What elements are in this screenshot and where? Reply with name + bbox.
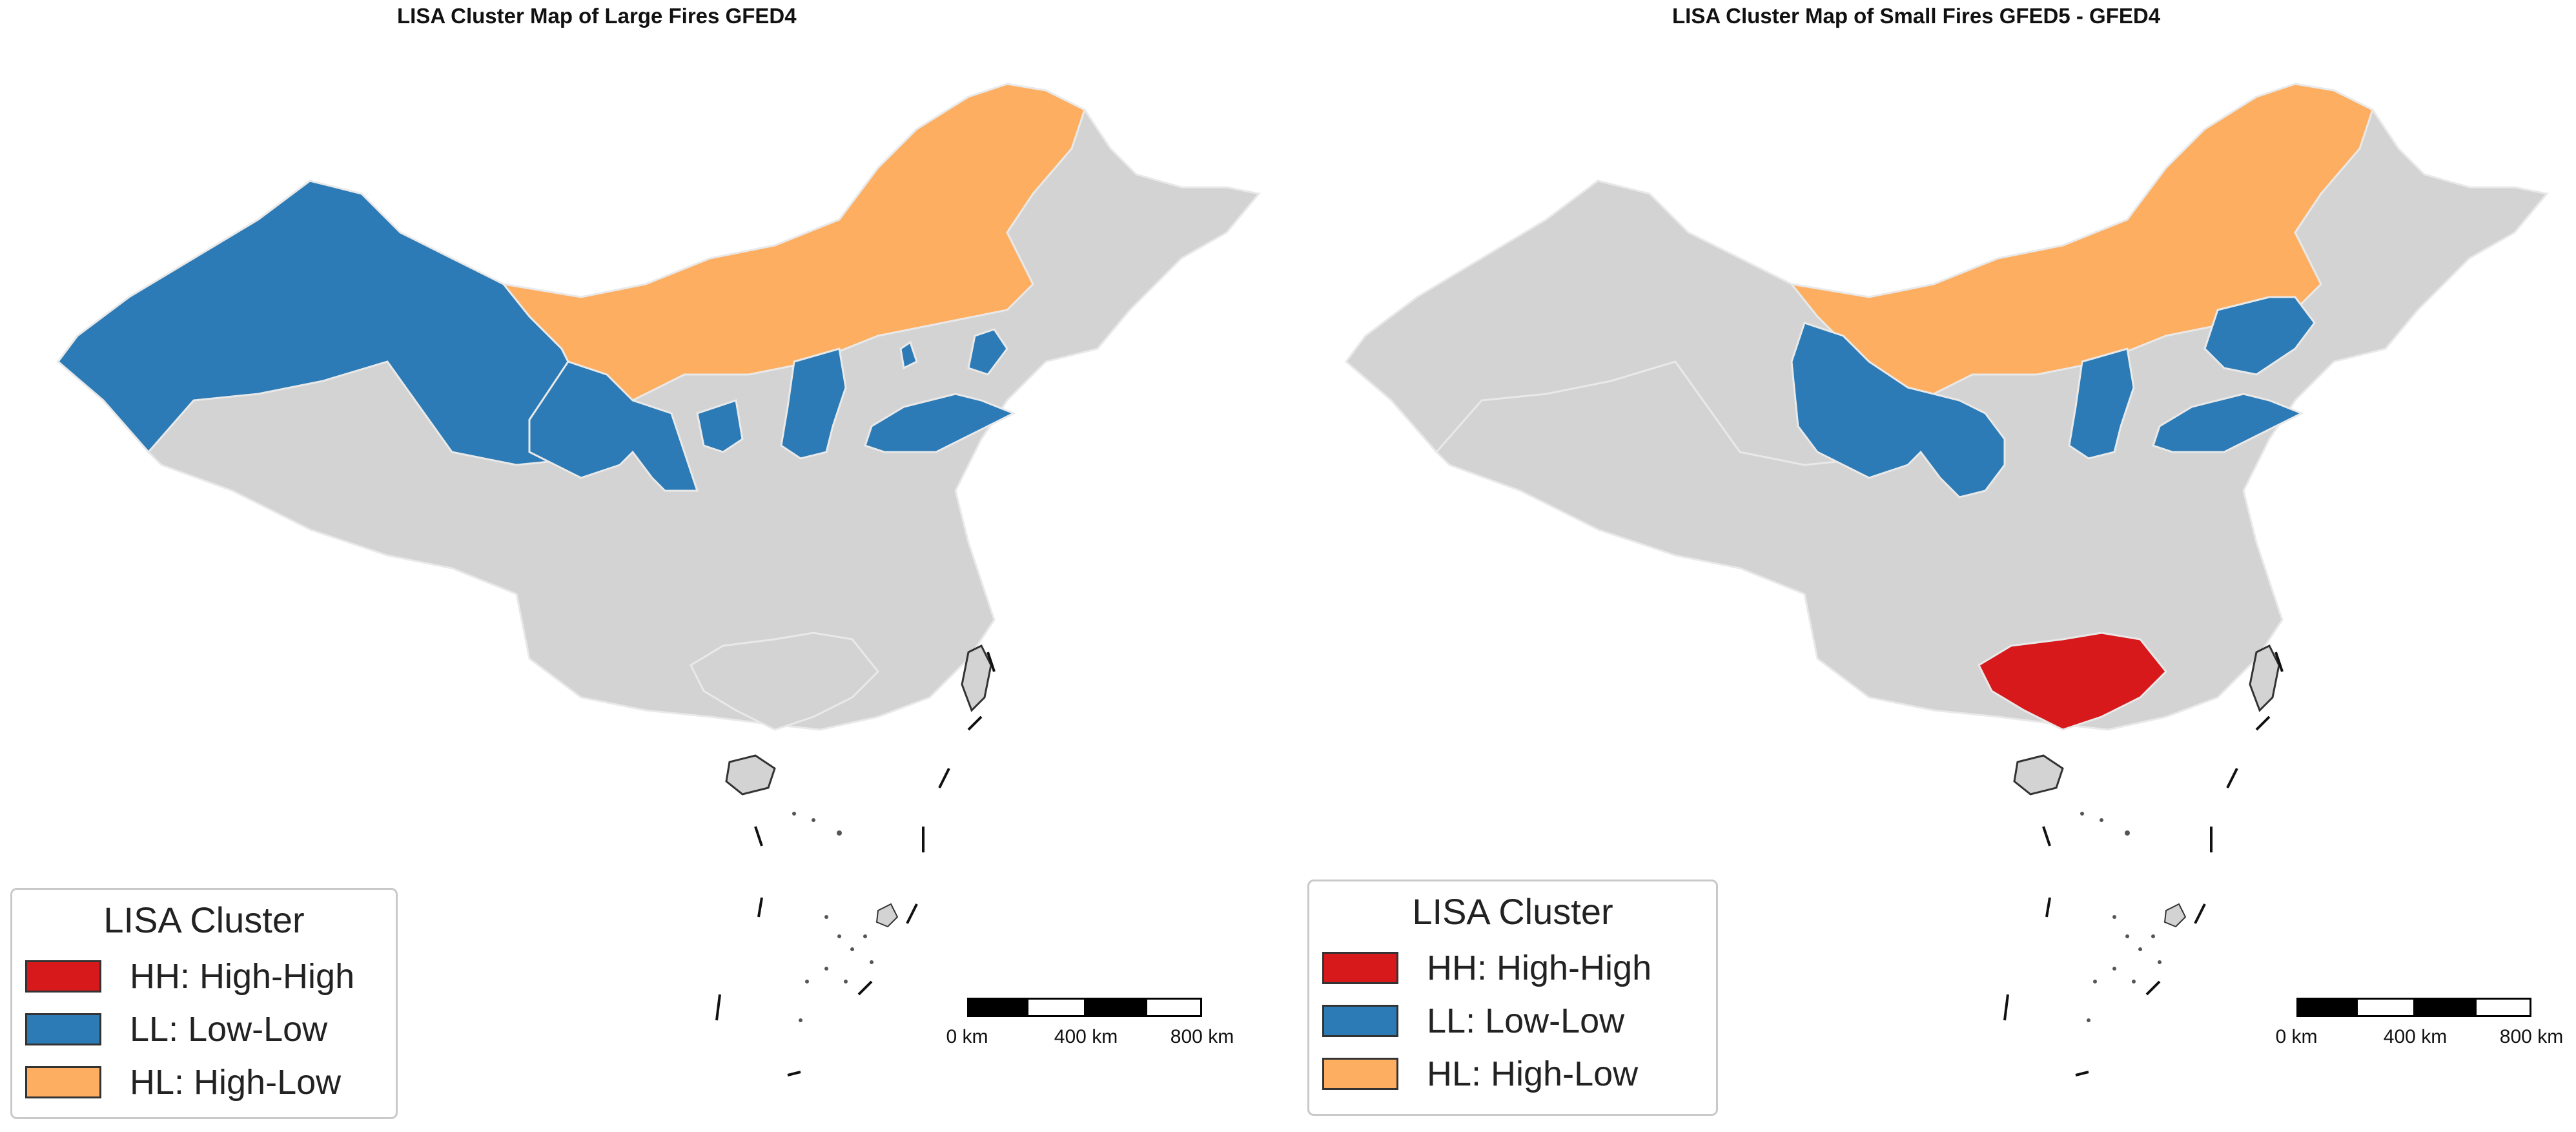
legend-item-ll: LL: Low-Low (25, 1003, 383, 1056)
island-southern (875, 903, 899, 928)
legend-title: LISA Cluster (103, 900, 305, 940)
region-central-west (1790, 322, 2006, 499)
small-islands (2080, 812, 2162, 1022)
maritime-boundary-dashes (715, 652, 996, 1076)
map-title: LISA Cluster Map of Large Fires GFED4 (397, 4, 797, 28)
scale-segment (2296, 998, 2356, 1017)
legend-swatch-hl (1322, 1058, 1398, 1090)
island-east (961, 644, 992, 712)
region-east-coast (864, 393, 1016, 453)
region-central (2068, 347, 2135, 460)
maritime-boundary-dashes (2003, 652, 2284, 1076)
region-northeast-coast (899, 328, 1008, 376)
scale-label-800: 800 km (1170, 1026, 1234, 1047)
legend-item-hl: HL: High-Low (1322, 1047, 1703, 1100)
legend-label-hl: HL: High-Low (1427, 1055, 1639, 1093)
legend-swatch-ll (1322, 1005, 1398, 1037)
scale-segment (1086, 998, 1145, 1017)
legend-item-ll: LL: Low-Low (1322, 994, 1703, 1047)
legend-item-hl: HL: High-Low (25, 1056, 383, 1109)
region-northeast-coast (2203, 296, 2316, 376)
scale-segment (2415, 998, 2475, 1017)
region-central-west (528, 360, 744, 492)
map-panel-small-fires: LISA Cluster Map of Small Fires GFED5 - … (1288, 0, 2576, 1132)
landmass (56, 83, 1261, 731)
scale-label-0: 0 km (946, 1026, 988, 1047)
scale-segment (2475, 998, 2531, 1017)
scale-label-400: 400 km (1054, 1026, 1118, 1047)
island-large (725, 754, 776, 796)
legend-label-ll: LL: Low-Low (1427, 1002, 1625, 1040)
scale-label-800: 800 km (2499, 1026, 2564, 1047)
legend-swatch-hh (25, 960, 101, 993)
legend-swatch-hh (1322, 952, 1398, 984)
legend-swatch-hl (25, 1066, 101, 1098)
island-large (2013, 754, 2064, 796)
legend-label-hh: HH: High-High (130, 957, 355, 996)
scale-segment (967, 998, 1027, 1017)
island-southern (2163, 903, 2187, 928)
region-north-corridor (501, 83, 1086, 402)
map-panel-large-fires: LISA Cluster Map of Large Fires GFED4 (10, 4, 1261, 1119)
legend-label-hh: HH: High-High (1427, 949, 1652, 987)
map-canvas (1344, 83, 2549, 1076)
scale-segment (1145, 998, 1202, 1017)
legend: LISA Cluster HH: High-High LL: Low-Low H… (10, 888, 398, 1119)
region-south (1978, 632, 2168, 731)
scale-segment (2356, 998, 2415, 1017)
cluster-regions (56, 83, 1086, 731)
legend-item-hh: HH: High-High (25, 950, 383, 1003)
scale-label-0: 0 km (2275, 1026, 2318, 1047)
island-east (2249, 644, 2280, 712)
region-south (690, 632, 880, 731)
legend-swatch-ll (25, 1013, 101, 1045)
legend-label-hl: HL: High-Low (130, 1063, 342, 1102)
map-canvas (56, 83, 1261, 1076)
region-central (780, 347, 847, 460)
scale-bar: 0 km 400 km 800 km (946, 998, 1234, 1056)
map-title: LISA Cluster Map of Small Fires GFED5 - … (1672, 4, 2161, 28)
scale-label-400: 400 km (2383, 1026, 2448, 1047)
scale-segment (1027, 998, 1086, 1017)
legend-title: LISA Cluster (1412, 891, 1613, 932)
legend-label-ll: LL: Low-Low (130, 1010, 328, 1049)
cluster-regions (1344, 83, 2374, 731)
region-east-coast (2152, 393, 2304, 453)
small-islands (792, 812, 874, 1022)
legend: LISA Cluster HH: High-High LL: Low-Low H… (1307, 880, 1718, 1116)
legend-item-hh: HH: High-High (1322, 942, 1703, 994)
scale-bar: 0 km 400 km 800 km (2275, 998, 2563, 1056)
